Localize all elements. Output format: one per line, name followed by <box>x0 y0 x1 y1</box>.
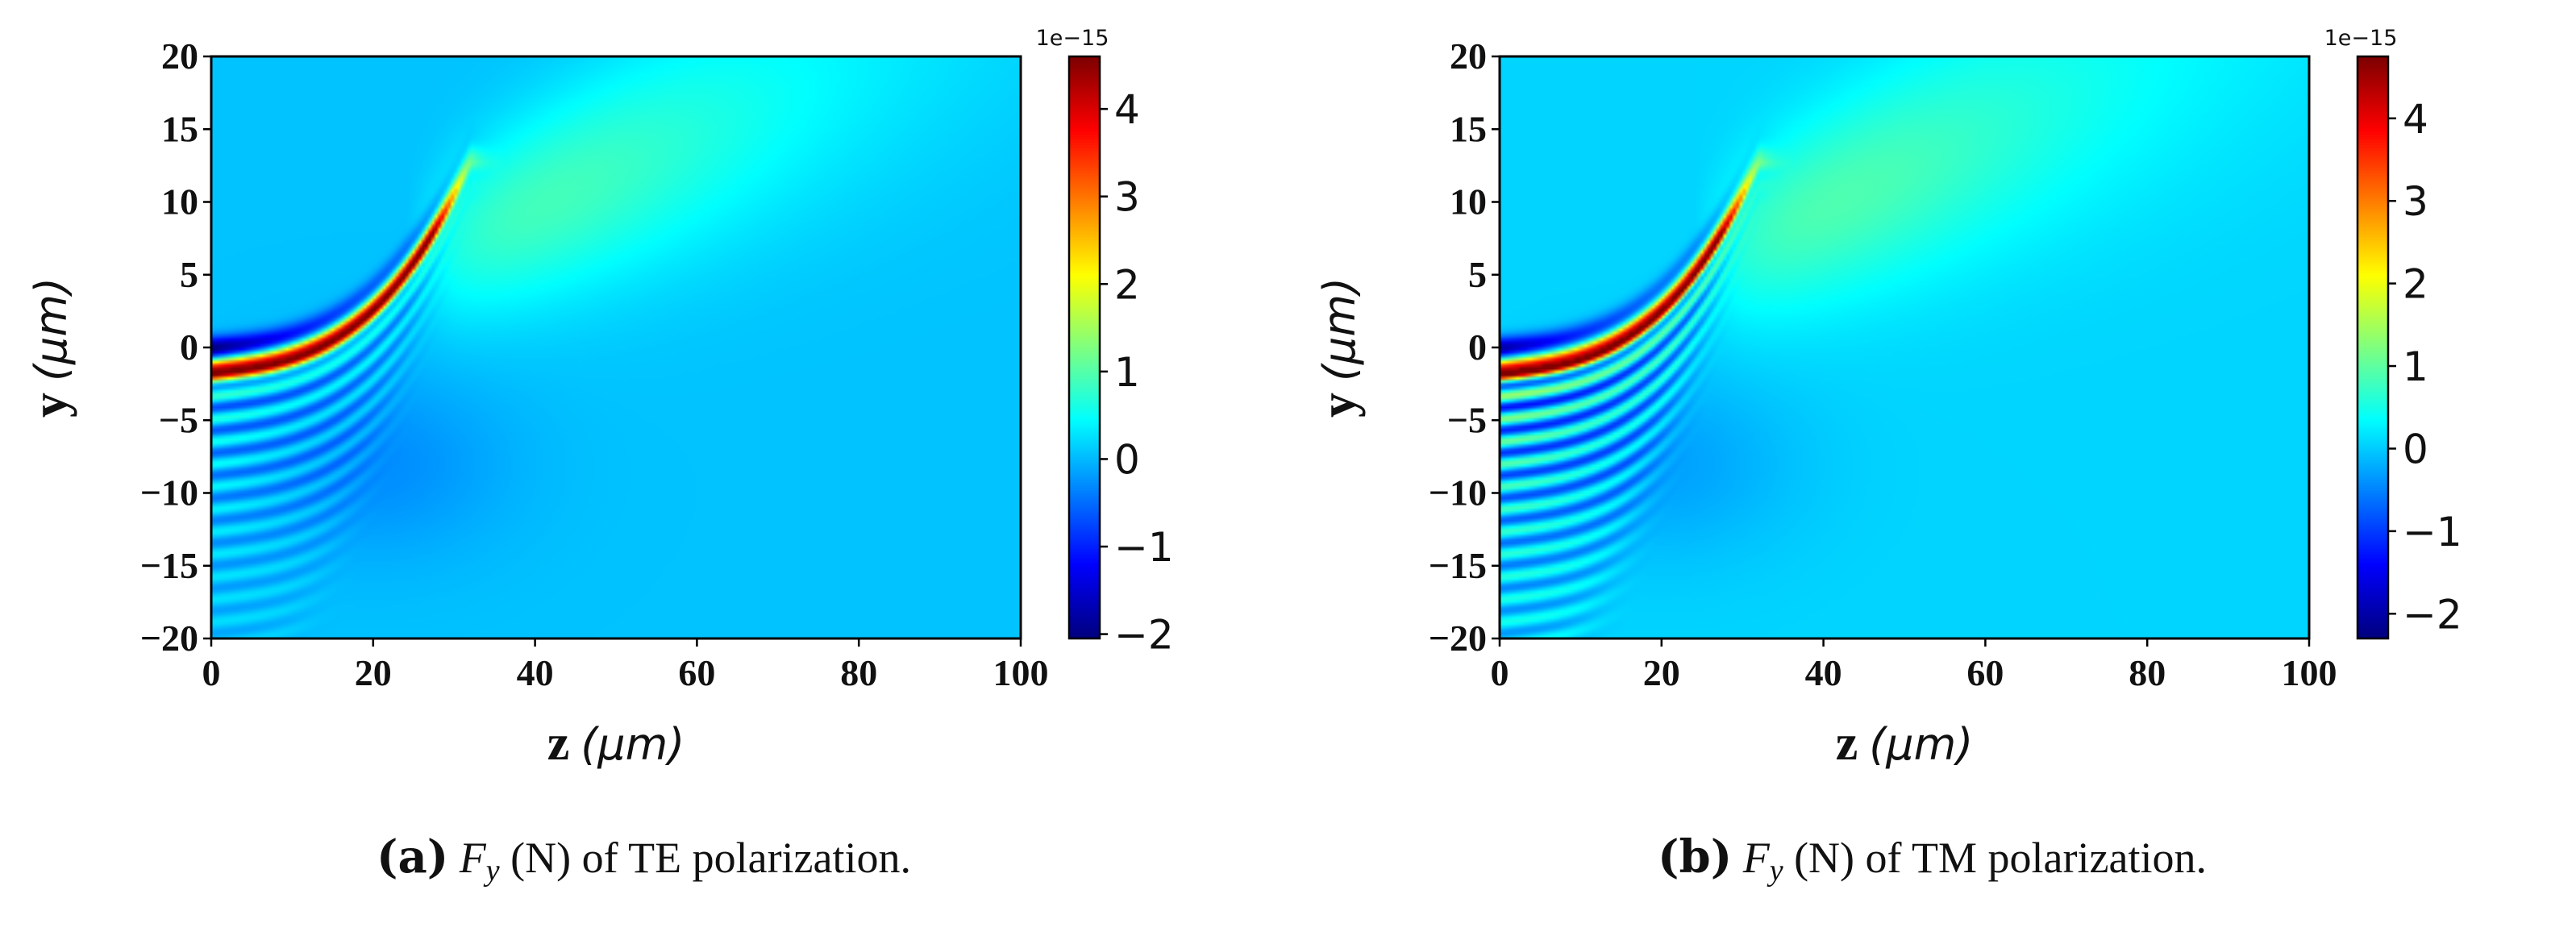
colorbar-scale-label: 1e−15 <box>1036 26 1109 51</box>
colorbar-ticks: 4 3 2 1 0 −1 −2 <box>2388 96 2462 638</box>
colorbar-tick-label: 2 <box>1114 261 1140 308</box>
caption-tag: (a) <box>377 830 449 884</box>
caption-subscript: y <box>485 854 500 888</box>
y-tick-label: 20 <box>1450 35 1487 77</box>
heatmap-image <box>211 56 1021 638</box>
colorbar-tick-label: 2 <box>2403 261 2428 308</box>
caption-symbol: F <box>459 834 486 882</box>
caption-text: (N) of TM polarization. <box>1794 834 2207 882</box>
colorbar-tick-label: 4 <box>2403 96 2428 143</box>
colorbar-tick-label: −1 <box>2403 509 2462 555</box>
colorbar-tick-label: 1 <box>1114 349 1140 396</box>
y-tick-label: 20 <box>161 35 198 77</box>
colorbar: 4 3 2 1 0 −1 −2 1e−15 <box>1036 26 1174 659</box>
y-tick-label: −10 <box>1429 472 1487 514</box>
y-axis-var: y <box>1311 393 1366 418</box>
x-tick-label: 0 <box>1491 652 1509 693</box>
y-tick-label: −20 <box>140 618 198 659</box>
y-tick-labels: 20 15 10 5 0 −5 −10 −15 −20 <box>1429 35 1500 659</box>
y-tick-label: −10 <box>140 472 198 514</box>
y-tick-labels: 20 15 10 5 0 −5 −10 −15 −20 <box>140 35 211 659</box>
caption-a: (a) Fy (N) of TE polarization. <box>0 830 1288 888</box>
colorbar-scale-label: 1e−15 <box>2324 26 2398 51</box>
x-axis-label: z (μm) <box>547 716 685 771</box>
heatmap-image <box>1500 56 2309 638</box>
figure-panel-b: 20 15 10 5 0 −5 −10 −15 −20 0 20 40 60 80 100 4 3 2 1 0 −1… <box>1288 0 2576 940</box>
x-tick-label: 20 <box>355 652 392 693</box>
y-tick-label: 15 <box>161 108 198 149</box>
y-tick-label: −5 <box>1447 399 1487 440</box>
colorbar-tick-label: 3 <box>1114 174 1140 221</box>
y-tick-label: 15 <box>1450 108 1487 149</box>
x-tick-label: 60 <box>1966 652 2004 693</box>
caption-b: (b) Fy (N) of TM polarization. <box>1288 830 2576 888</box>
y-axis-unit: (μm) <box>26 277 77 381</box>
figure-panel-a: 20 15 10 5 0 −5 −10 −15 −20 0 20 40 60 80 100 4 3 2 1 0 −1… <box>0 26 1288 888</box>
y-tick-label: 10 <box>1450 181 1487 223</box>
colorbar: 4 3 2 1 0 −1 −2 1e−15 <box>2324 26 2462 640</box>
y-tick-label: −15 <box>1429 545 1487 586</box>
heatmap-area <box>1498 55 2311 640</box>
colorbar-gradient <box>2358 56 2388 638</box>
caption-text: (N) of TE polarization. <box>510 834 911 882</box>
y-axis-unit: (μm) <box>1314 277 1365 381</box>
colorbar-frame <box>1067 55 1101 640</box>
x-tick-label: 80 <box>2129 652 2166 693</box>
colorbar-gradient <box>1069 56 1100 638</box>
colorbar-frame <box>2356 55 2390 640</box>
x-tick-label: 20 <box>1643 652 1680 693</box>
caption-tag: (b) <box>1658 830 1733 884</box>
x-axis-unit: (μm) <box>581 719 685 770</box>
y-tick-label: −20 <box>1429 618 1487 659</box>
y-tick-label: −5 <box>159 399 198 440</box>
x-tick-label: 80 <box>840 652 877 693</box>
x-tick-label: 0 <box>202 652 221 693</box>
x-tick-label: 40 <box>1805 652 1842 693</box>
x-tick-label: 40 <box>517 652 554 693</box>
x-axis-unit: (μm) <box>1869 719 1973 770</box>
y-tick-label: 0 <box>180 327 198 368</box>
colorbar-tick-label: 3 <box>2403 178 2428 225</box>
x-tick-label: 100 <box>2282 652 2337 693</box>
y-axis-label: y (μm) <box>1311 277 1366 418</box>
colorbar-tick-label: −2 <box>2403 591 2462 638</box>
x-axis-var: z <box>1836 716 1858 771</box>
colorbar-tick-label: 1 <box>2403 343 2428 390</box>
heatmap-area <box>210 55 1022 640</box>
y-tick-label: 5 <box>180 254 198 295</box>
x-tick-labels: 0 20 40 60 80 100 <box>1491 638 2337 693</box>
x-axis-label: z (μm) <box>1836 716 1974 771</box>
x-tick-label: 60 <box>678 652 715 693</box>
colorbar-tick-label: 0 <box>2403 426 2428 472</box>
x-axis-var: z <box>547 716 570 771</box>
colorbar-ticks: 4 3 2 1 0 −1 −2 <box>1100 86 1174 659</box>
colorbar-tick-label: −1 <box>1114 524 1174 571</box>
x-tick-label: 100 <box>993 652 1049 693</box>
y-axis-label: y (μm) <box>23 277 77 418</box>
colorbar-tick-label: 0 <box>1114 436 1140 483</box>
x-tick-labels: 0 20 40 60 80 100 <box>202 638 1049 693</box>
y-axis-var: y <box>23 393 77 418</box>
y-tick-label: 10 <box>161 181 198 223</box>
caption-symbol: F <box>1742 834 1770 882</box>
colorbar-tick-label: 4 <box>1114 86 1140 133</box>
y-tick-label: −15 <box>140 545 198 586</box>
y-tick-label: 5 <box>1468 254 1487 295</box>
caption-subscript: y <box>1769 854 1783 888</box>
colorbar-tick-label: −2 <box>1114 612 1174 659</box>
y-tick-label: 0 <box>1468 327 1487 368</box>
